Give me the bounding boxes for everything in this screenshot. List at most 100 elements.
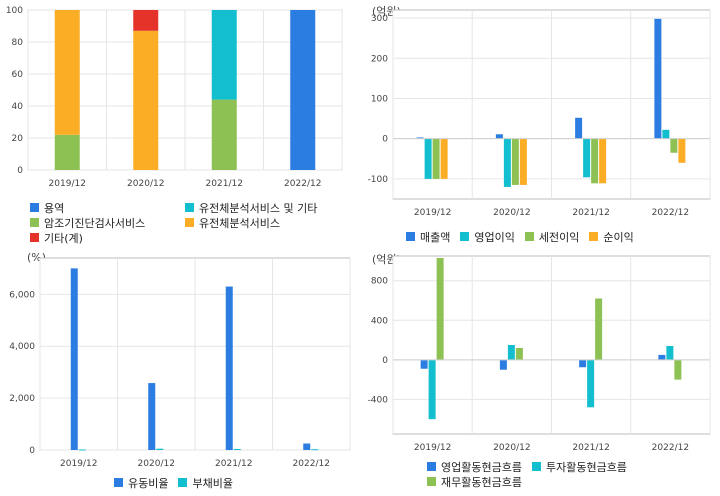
income-bar-순이익 <box>519 138 527 185</box>
cashflow-bar-투자활동현금흐름 <box>507 345 515 360</box>
ratios-ytick-label: 4,000 <box>9 342 35 352</box>
ratios-legend: 유동비율 부채비율 <box>114 475 354 490</box>
legend-label: 유전체분석서비스 <box>199 216 280 230</box>
income-xtick-label: 2020/12 <box>493 208 530 218</box>
income-bar-영업이익 <box>503 138 511 187</box>
ratios-bar-부채비율 <box>233 448 241 450</box>
revenue-mix-ytick-label: 60 <box>12 70 24 80</box>
ratios-bar-부채비율 <box>78 449 86 451</box>
legend-item: 유동비율 <box>114 475 168 490</box>
income-bar-순이익 <box>440 138 448 179</box>
legend-label: 세전이익 <box>538 230 580 244</box>
revenue-mix-bar-용역 <box>290 10 316 170</box>
ratios-xtick-label: 2021/12 <box>215 459 252 469</box>
revenue-mix-xtick-label: 2022/12 <box>284 179 321 189</box>
income-bar-세전이익 <box>591 138 599 184</box>
legend-item: 영업활동현금흐름 <box>427 459 522 474</box>
legend-swatch <box>185 218 194 227</box>
ratios-ytick-label: 2,000 <box>9 394 35 404</box>
legend-item: 세전이익 <box>524 229 580 244</box>
legend-item: 암조기진단검사서비스 <box>30 215 175 230</box>
income-chart: -100 0 100 200 300 2019/12 2020/12 2021/12 2022/… <box>368 9 711 218</box>
revenue-mix-chart: 0 20 40 60 80 100 2019/12 2020/12 2021/12 2022/12 <box>6 6 343 189</box>
income-ytick-label: 0 <box>382 135 388 145</box>
revenue-mix-ytick-label: 0 <box>17 166 23 176</box>
legend-swatch <box>460 232 470 241</box>
income-bar-영업이익 <box>662 129 670 139</box>
legend-swatch <box>427 462 436 471</box>
ratios-xtick-label: 2020/12 <box>138 459 175 469</box>
income-xtick-label: 2019/12 <box>414 208 451 218</box>
ratios-ytick-label: 6,000 <box>9 290 35 300</box>
cashflow-bar-재무활동현금흐름 <box>436 257 444 360</box>
income-ytick-label: -100 <box>368 175 389 185</box>
legend-item: 재무활동현금흐름 <box>427 474 522 489</box>
revenue-mix-ytick-label: 100 <box>6 6 23 16</box>
income-bar-순이익 <box>678 138 686 163</box>
legend-swatch <box>531 462 541 471</box>
legend-swatch <box>406 232 415 241</box>
income-ytick-label: 200 <box>371 54 388 64</box>
revenue-mix-bar-암조기진단검사서비스 <box>54 134 80 170</box>
legend-swatch <box>30 233 39 242</box>
ratios-bar-유동비율 <box>148 383 156 450</box>
legend-item: 부채비율 <box>178 475 233 490</box>
cashflow-bar-재무활동현금흐름 <box>674 359 682 380</box>
cashflow-xtick-label: 2021/12 <box>572 443 609 453</box>
legend-label: 영업이익 <box>474 230 515 244</box>
cashflow-xtick-label: 2020/12 <box>493 443 530 453</box>
ratios-bar-유동비율 <box>70 268 78 450</box>
legend-item: 용역 <box>30 200 175 215</box>
legend-label: 암조기진단검사서비스 <box>44 216 146 230</box>
legend-label: 부채비율 <box>192 476 233 490</box>
revenue-mix-xtick-label: 2019/12 <box>49 179 86 189</box>
income-bar-매출액 <box>575 117 583 139</box>
ratios-bar-부채비율 <box>311 449 319 451</box>
legend-swatch <box>178 478 188 487</box>
legend-item: 기타(계) <box>30 230 175 245</box>
legend-label: 기타(계) <box>44 231 83 245</box>
cashflow-ytick-label: 800 <box>371 277 388 287</box>
legend-label: 매출액 <box>420 230 451 244</box>
legend-item: 유전체분석서비스 및 기타 <box>185 200 330 215</box>
legend-item: 순이익 <box>589 229 634 244</box>
cashflow-bar-투자활동현금흐름 <box>428 359 436 420</box>
revenue-mix-bar-기타(계) <box>133 10 159 31</box>
legend-item: 유전체분석서비스 <box>185 215 330 230</box>
income-legend: 매출액 영업이익 세전이익 순이익 <box>406 229 716 244</box>
legend-label: 재무활동현금흐름 <box>441 475 522 489</box>
income-bar-세전이익 <box>432 138 440 179</box>
legend-item: 매출액 <box>406 229 450 244</box>
income-xtick-label: 2022/12 <box>652 208 689 218</box>
revenue-mix-xtick-label: 2021/12 <box>206 179 243 189</box>
cashflow-bar-투자활동현금흐름 <box>587 359 595 408</box>
income-bar-영업이익 <box>583 138 591 178</box>
legend-item: 영업이익 <box>460 229 515 244</box>
income-bar-매출액 <box>495 134 503 139</box>
cashflow-bar-영업활동현금흐름 <box>420 359 428 369</box>
ratios-bar-유동비율 <box>225 286 233 450</box>
legend-swatch <box>30 218 39 227</box>
ratios-chart: 0 2,000 4,000 6,000 2019/12 2020/12 2021/12 202… <box>9 257 351 469</box>
legend-item: 투자활동현금흐름 <box>531 459 627 474</box>
legend-label: 영업활동현금흐름 <box>441 460 522 474</box>
income-bar-매출액 <box>416 137 424 139</box>
cashflow-bar-영업활동현금흐름 <box>499 359 507 370</box>
cashflow-ytick-label: 400 <box>371 316 388 326</box>
legend-label: 유전체분석서비스 및 기타 <box>199 201 318 215</box>
cashflow-xtick-label: 2019/12 <box>414 443 451 453</box>
cashflow-chart: -400 0 400 800 2019/12 2020/12 2021/12 2022/12 <box>368 255 711 453</box>
income-bar-세전이익 <box>670 138 678 153</box>
cashflow-bar-투자활동현금흐름 <box>666 345 674 360</box>
ratios-ytick-label: 0 <box>29 446 35 456</box>
revenue-mix-ytick-label: 20 <box>12 134 24 144</box>
legend-label: 유동비율 <box>128 476 169 490</box>
income-bar-순이익 <box>599 138 607 184</box>
income-bar-세전이익 <box>511 138 519 185</box>
ratios-bar-부채비율 <box>156 448 164 450</box>
income-bar-영업이익 <box>424 138 432 179</box>
legend-label: 투자활동현금흐름 <box>545 460 627 474</box>
ratios-xtick-label: 2019/12 <box>60 459 97 469</box>
revenue-mix-xtick-label: 2020/12 <box>127 179 164 189</box>
